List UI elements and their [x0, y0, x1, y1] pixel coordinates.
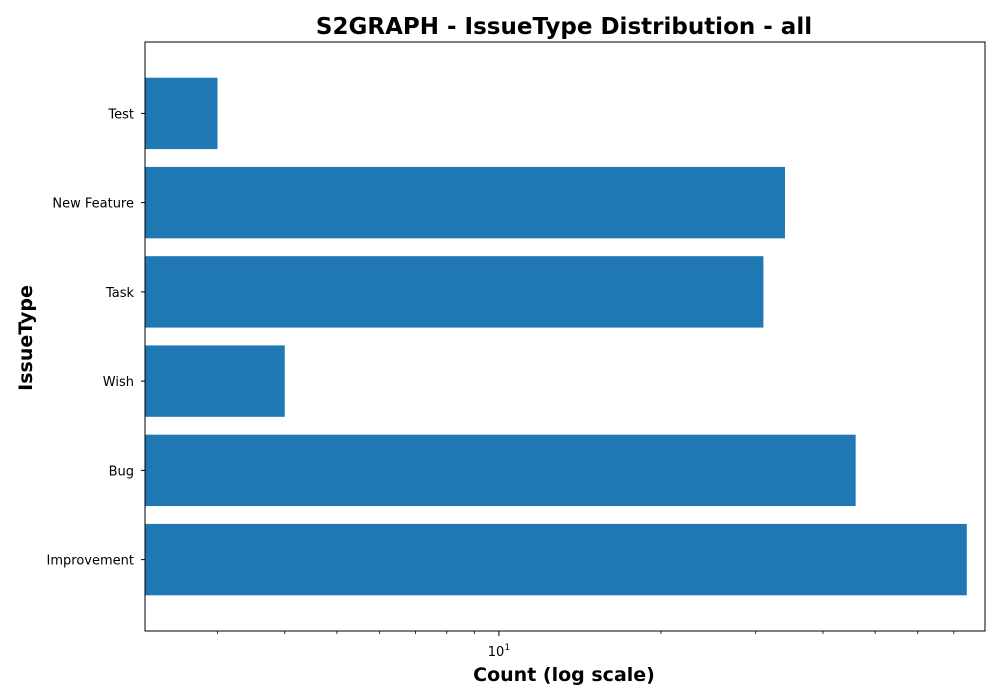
- y-axis: Improvement Bug Wish Task New Feature Test: [47, 107, 145, 569]
- plot-frame: [144, 41, 986, 632]
- bar-task: [145, 256, 764, 328]
- y-axis-label: IssueType: [15, 285, 37, 391]
- y-tick-label-new-feature: New Feature: [52, 197, 134, 212]
- bar-wish: [145, 345, 285, 417]
- bars: [145, 77, 967, 596]
- bar-improvement: [145, 523, 967, 596]
- x-axis: 101: [217, 631, 955, 660]
- x-tick-label-10: 101: [488, 643, 510, 660]
- y-tick-label-task: Task: [105, 286, 135, 301]
- bar-bug: [145, 434, 856, 507]
- y-tick-label-wish: Wish: [103, 375, 134, 390]
- chart-title: S2GRAPH - IssueType Distribution - all: [316, 14, 812, 40]
- x-axis-label: Count (log scale): [473, 664, 655, 686]
- bar-new-feature: [145, 166, 785, 239]
- y-tick-label-improvement: Improvement: [47, 554, 134, 569]
- bar-test: [145, 77, 218, 150]
- y-tick-label-bug: Bug: [109, 464, 134, 479]
- y-tick-label-test: Test: [107, 107, 134, 122]
